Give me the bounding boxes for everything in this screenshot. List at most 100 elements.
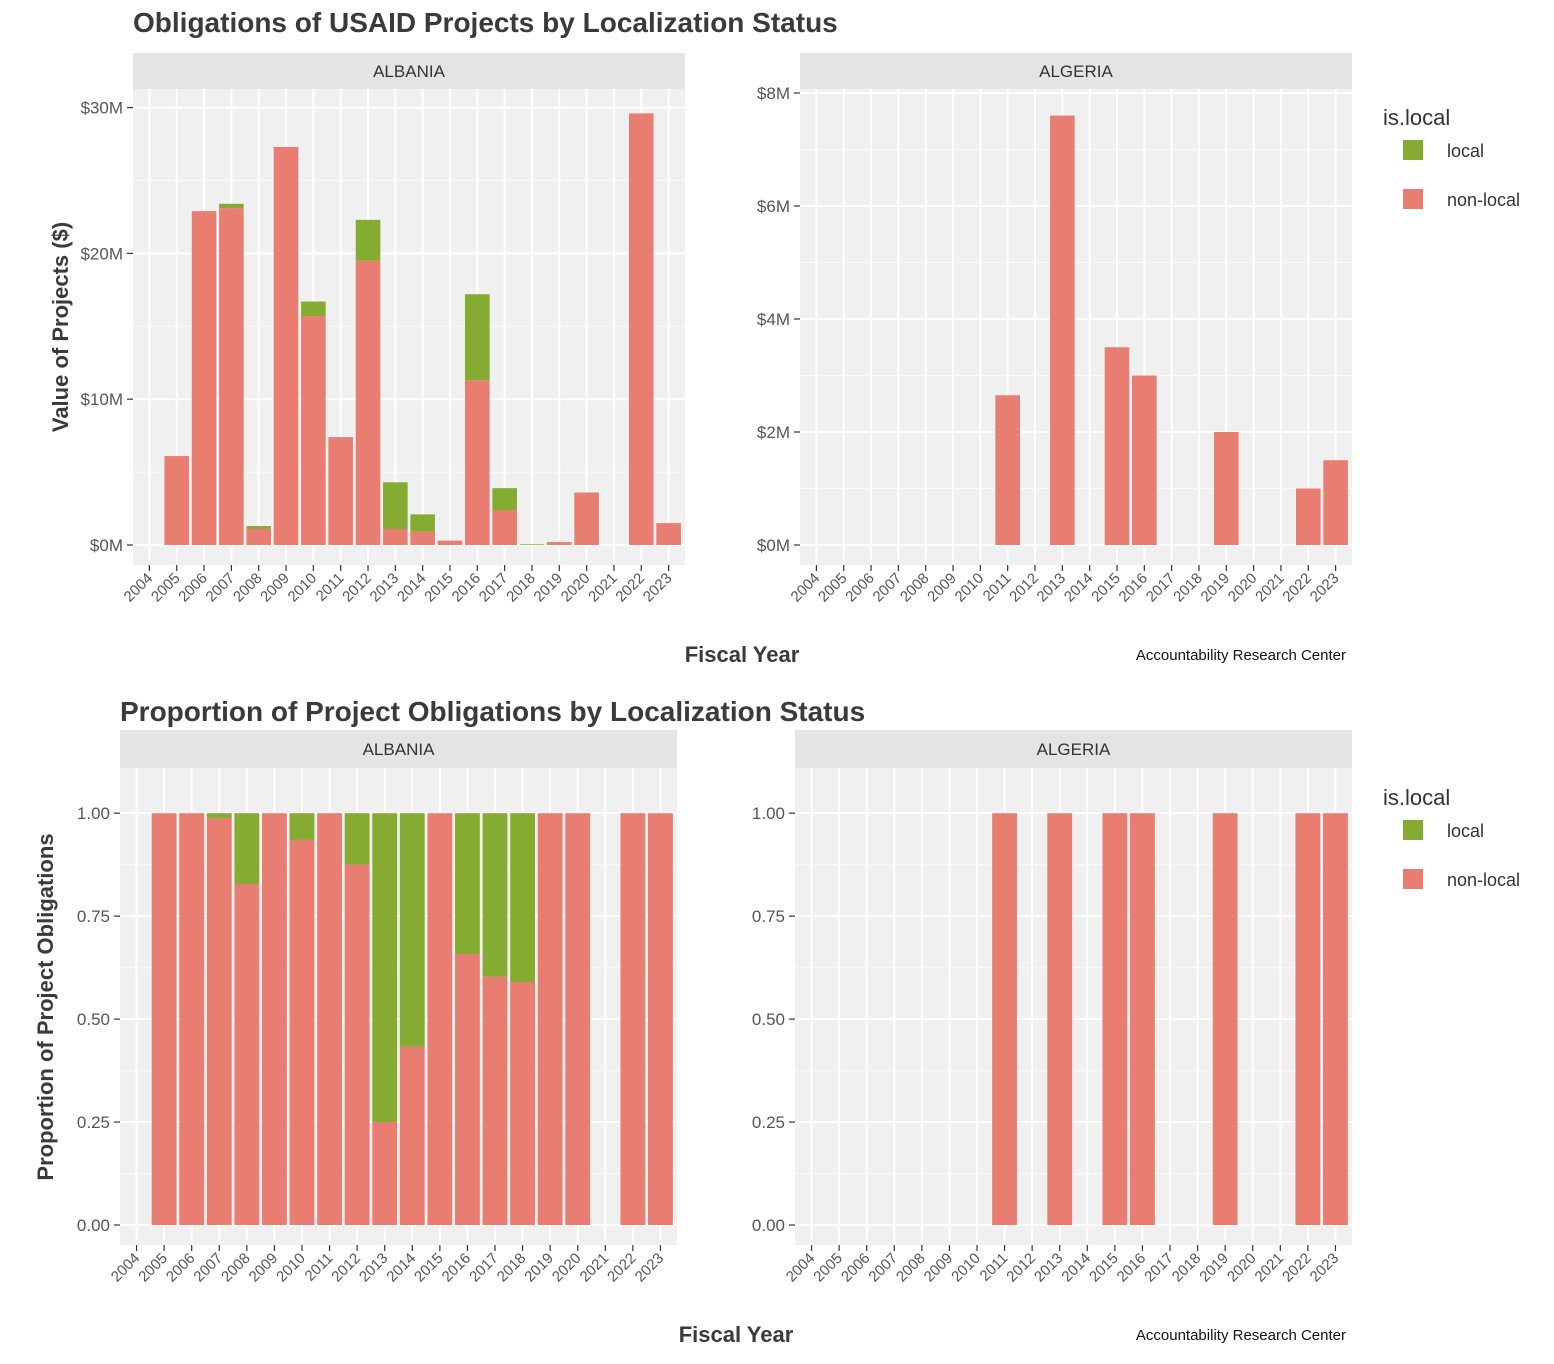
x-tick-label: 2008 <box>218 1250 254 1286</box>
x-tick-label: 2017 <box>1141 1250 1177 1286</box>
panel-background <box>795 768 1352 1245</box>
x-tick-label: 2008 <box>897 570 933 606</box>
x-tick-label: 2011 <box>980 570 1015 605</box>
x-tick-label: 2020 <box>558 570 594 606</box>
x-tick-label: 2021 <box>1252 570 1288 606</box>
facet-albania: ALBANIA$0M$10M$20M$30M200420052006200720… <box>80 53 685 605</box>
chart-2: Proportion of Project Obligations by Loc… <box>33 696 1520 1347</box>
bar-non-local-2013 <box>1047 813 1073 1225</box>
y-tick-label: 0.75 <box>752 907 785 926</box>
x-tick-label: 2014 <box>383 1250 419 1286</box>
x-tick-label: 2008 <box>230 570 266 606</box>
x-tick-label: 2010 <box>285 570 321 606</box>
x-tick-label: 2016 <box>1114 1250 1150 1286</box>
bar-non-local-2019 <box>537 813 563 1225</box>
y-tick-label: $0M <box>90 536 123 555</box>
legend-title: is.local <box>1383 785 1450 810</box>
x-tick-label: 2007 <box>190 1250 226 1286</box>
bar-non-local-2015 <box>427 813 453 1225</box>
x-tick-label: 2016 <box>449 570 485 606</box>
x-tick-label: 2007 <box>865 1250 901 1286</box>
x-tick-label: 2015 <box>1088 570 1124 606</box>
facet-strip-label: ALGERIA <box>1039 62 1113 81</box>
facet-strip-label: ALBANIA <box>373 62 445 81</box>
x-tick-label: 2005 <box>135 1250 171 1286</box>
x-tick-label: 2006 <box>842 570 878 606</box>
y-tick-label: 0.00 <box>752 1216 785 1235</box>
bar-non-local-2011 <box>995 395 1020 545</box>
bar-non-local-2012 <box>355 260 381 545</box>
x-tick-label: 2004 <box>121 570 157 606</box>
legend-label-non-local: non-local <box>1447 190 1520 210</box>
legend-key-local <box>1403 140 1423 160</box>
bar-non-local-2006 <box>191 211 217 546</box>
x-tick-label: 2011 <box>977 1250 1012 1285</box>
x-tick-label: 2006 <box>163 1250 199 1286</box>
x-tick-label: 2007 <box>203 570 239 606</box>
bar-non-local-2016 <box>455 954 480 1225</box>
bar-local-2013 <box>383 482 408 529</box>
bar-non-local-2010 <box>289 839 315 1225</box>
x-tick-label: 2009 <box>921 1250 957 1286</box>
y-tick-label: 0.50 <box>77 1010 110 1029</box>
bar-non-local-2019 <box>547 542 572 545</box>
x-tick-label: 2018 <box>1169 1250 1205 1286</box>
x-tick-label: 2004 <box>788 570 824 606</box>
bar-local-2008 <box>246 526 271 529</box>
bar-non-local-2016 <box>1132 375 1157 545</box>
bar-non-local-2016 <box>1130 813 1155 1225</box>
x-tick-label: 2008 <box>893 1250 929 1286</box>
x-tick-label: 2018 <box>1170 570 1206 606</box>
bar-non-local-2020 <box>574 492 599 545</box>
y-axis-label: Value of Projects ($) <box>48 222 73 432</box>
x-tick-label: 2009 <box>246 1250 282 1286</box>
facet-strip <box>120 730 677 768</box>
x-tick-label: 2007 <box>870 570 906 606</box>
x-tick-label: 2015 <box>1086 1250 1122 1286</box>
bar-non-local-2005 <box>151 813 177 1225</box>
bar-local-2014 <box>410 514 435 532</box>
bar-non-local-2022 <box>620 813 646 1225</box>
x-tick-label: 2011 <box>302 1250 337 1285</box>
chart-title: Obligations of USAID Projects by Localiz… <box>133 7 838 38</box>
x-tick-label: 2019 <box>1196 1250 1232 1286</box>
x-tick-label: 2004 <box>108 1250 144 1286</box>
bar-non-local-2009 <box>273 146 299 546</box>
y-tick-label: $6M <box>757 197 790 216</box>
x-tick-label: 2006 <box>175 570 211 606</box>
panel-background <box>800 89 1352 565</box>
x-tick-label: 2022 <box>604 1250 640 1286</box>
bar-non-local-2023 <box>1323 813 1348 1225</box>
y-tick-label: 0.25 <box>77 1113 110 1132</box>
x-axis-label: Fiscal Year <box>685 642 800 667</box>
legend: is.local local non-local <box>1383 105 1520 210</box>
bar-non-local-2015 <box>1102 813 1128 1225</box>
legend-label-non-local: non-local <box>1447 870 1520 890</box>
x-tick-label: 2023 <box>1307 1250 1343 1286</box>
legend-key-non-local <box>1403 189 1423 209</box>
y-tick-label: $10M <box>80 390 123 409</box>
x-tick-label: 2014 <box>394 570 430 606</box>
facet-strip <box>795 730 1352 768</box>
bar-non-local-2011 <box>317 813 342 1225</box>
y-tick-label: $8M <box>757 84 790 103</box>
bar-local-2013 <box>372 813 398 1123</box>
bar-non-local-2005 <box>164 456 190 545</box>
bar-non-local-2017 <box>492 510 517 545</box>
x-tick-label: 2010 <box>948 1250 984 1286</box>
x-tick-label: 2013 <box>1034 570 1070 606</box>
facet-algeria: ALGERIA$0M$2M$4M$6M$8M200420052006200720… <box>757 53 1352 605</box>
bar-non-local-2019 <box>1214 432 1239 545</box>
bar-non-local-2014 <box>410 531 435 545</box>
bar-local-2007 <box>219 203 244 209</box>
legend-title: is.local <box>1383 105 1450 130</box>
x-tick-label: 2021 <box>577 1250 613 1286</box>
bar-local-2017 <box>492 488 517 511</box>
bar-local-2018 <box>519 544 545 546</box>
bar-non-local-2016 <box>465 380 490 545</box>
bar-non-local-2009 <box>262 813 287 1225</box>
y-tick-label: 1.00 <box>77 804 110 823</box>
bar-non-local-2011 <box>992 813 1017 1225</box>
x-tick-label: 2021 <box>585 570 621 606</box>
